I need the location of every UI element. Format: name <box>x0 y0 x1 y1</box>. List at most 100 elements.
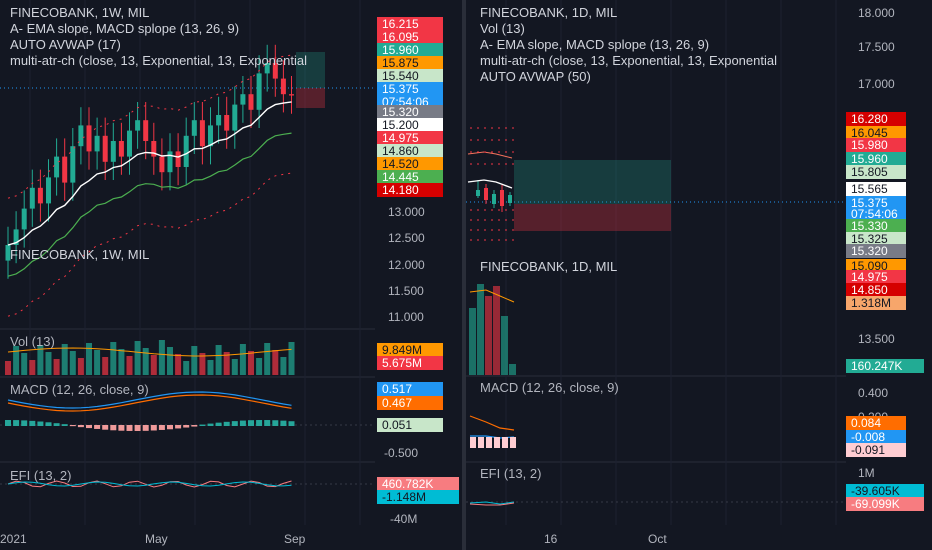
daily-price-tag[interactable]: 14.975 <box>846 270 906 284</box>
weekly-macd-price-tag[interactable]: 0.467 <box>377 396 443 410</box>
daily-price-tag[interactable]: 15.980 <box>846 138 906 152</box>
daily-price-tag[interactable]: 14.850 <box>846 283 906 297</box>
legend-avwap[interactable]: AUTO AVWAP (17) <box>10 37 121 52</box>
weekly-price-tag[interactable]: 15.960 <box>377 43 443 57</box>
macd-axis-label: 0.400 <box>858 386 889 400</box>
candle-body <box>143 120 149 141</box>
daily-price-tag[interactable]: 15.090 <box>846 259 906 273</box>
volume-ma-line <box>469 289 515 303</box>
macd-label[interactable]: MACD (12, 26, close, 9) <box>480 380 619 395</box>
daily-macd-price-tag[interactable]: -0.008 <box>846 430 906 444</box>
daily-efi-price-tag[interactable]: -69.099K <box>846 497 924 511</box>
candle-body <box>127 130 132 157</box>
daily-volume-price-tag[interactable]: 160.247K <box>846 359 924 373</box>
legend-atr-channel[interactable]: multi-atr-ch (close, 13, Exponential, 13… <box>480 53 777 68</box>
daily-legend: FINECOBANK, 1D, MIL Vol (13) A- EMA slop… <box>480 5 777 85</box>
daily-price-tag[interactable]: 15.960 <box>846 152 906 166</box>
daily-price-tag[interactable]: 15.320 <box>846 244 906 258</box>
volume-bar <box>477 284 484 375</box>
atr-upper-band <box>7 54 292 199</box>
price-axis-label: 17.500 <box>858 40 895 54</box>
legend-atr-channel[interactable]: multi-atr-ch (close, 13, Exponential, 13… <box>10 53 307 68</box>
efi-label[interactable]: EFI (13, 2) <box>480 466 542 481</box>
time-axis-label: May <box>145 532 168 546</box>
weekly-price-tag[interactable]: 15.540 <box>377 69 443 83</box>
atr-upper-line <box>467 151 513 159</box>
candle-body <box>248 94 254 110</box>
macd-histogram-bar <box>102 425 109 430</box>
daily-price-tag[interactable]: 16.280 <box>846 112 906 126</box>
efi-smoothed-line <box>7 481 292 487</box>
daily-price-tag[interactable]: 16.045 <box>846 126 906 140</box>
legend-volume[interactable]: Vol (13) <box>480 21 525 36</box>
efi-axis-label: 1M <box>858 466 875 480</box>
daily-macd-price-tag[interactable]: 0.084 <box>846 416 906 430</box>
efi-label[interactable]: EFI (13, 2) <box>10 468 72 483</box>
volume-bar <box>118 349 125 375</box>
weekly-chart-pane[interactable]: FINECOBANK, 1W, MIL A- EMA slope, MACD s… <box>0 0 462 550</box>
volume-bar <box>167 347 173 375</box>
volume-bar <box>37 345 44 375</box>
macd-histogram-bar <box>21 420 28 426</box>
daily-price-tag[interactable]: 15.375 <box>846 196 906 210</box>
daily-efi-price-tag[interactable]: -39.605K <box>846 484 924 498</box>
candle-body <box>191 120 197 136</box>
weekly-volume-price-tag[interactable]: 9.849M <box>377 343 443 357</box>
daily-price-tag[interactable]: 15.805 <box>846 165 906 179</box>
candle-body <box>500 190 504 206</box>
weekly-price-tag[interactable]: 14.180 <box>377 183 443 197</box>
weekly-price-tag[interactable]: 15.320 <box>377 105 443 119</box>
macd-label[interactable]: MACD (12, 26, close, 9) <box>10 382 149 397</box>
macd-histogram-bar <box>256 420 263 426</box>
legend-symbol-repeat[interactable]: FINECOBANK, 1W, MIL <box>10 247 150 262</box>
weekly-price-tag[interactable]: 16.215 <box>377 17 443 31</box>
weekly-price-tag[interactable]: 14.860 <box>377 144 443 158</box>
weekly-price-tag[interactable]: 15.200 <box>377 118 443 132</box>
legend-symbol[interactable]: FINECOBANK, 1W, MIL <box>10 5 150 20</box>
weekly-price-tag[interactable]: 14.445 <box>377 170 443 184</box>
macd-histogram-bar <box>37 421 44 426</box>
weekly-chart-canvas[interactable] <box>0 0 462 550</box>
daily-price-tag[interactable]: 15.325 <box>846 232 906 246</box>
macd-histogram-bar <box>502 437 508 448</box>
weekly-efi-price-tag[interactable]: -1.148M <box>377 490 459 504</box>
volume-bar <box>191 346 198 375</box>
macd-histogram-bar <box>126 425 133 431</box>
legend-symbol[interactable]: FINECOBANK, 1D, MIL <box>480 5 618 20</box>
legend-ema-slope[interactable]: A- EMA slope, MACD splope (13, 26, 9) <box>10 21 240 36</box>
candle-body <box>159 156 165 173</box>
weekly-macd-price-tag[interactable]: 0.517 <box>377 382 443 396</box>
volume-bar <box>485 296 492 375</box>
price-axis-label: 12.000 <box>388 258 425 272</box>
volume-bar <box>231 359 238 375</box>
weekly-efi-price-tag[interactable]: 460.782K <box>377 477 459 491</box>
macd-histogram-bar <box>264 420 271 426</box>
daily-macd-price-tag[interactable]: -0.091 <box>846 443 906 457</box>
daily-chart-canvas[interactable] <box>466 0 932 550</box>
weekly-macd-price-tag[interactable]: 0.051 <box>377 418 443 432</box>
legend-ema-slope[interactable]: A- EMA slope, MACD splope (13, 26, 9) <box>480 37 710 52</box>
weekly-price-tag[interactable]: 14.975 <box>377 131 443 145</box>
daily-chart-pane[interactable]: FINECOBANK, 1D, MIL Vol (13) A- EMA slop… <box>466 0 932 550</box>
daily-price-tag[interactable]: 15.565 <box>846 182 906 196</box>
weekly-price-tag[interactable]: 14.520 <box>377 157 443 171</box>
macd-histogram-bar <box>191 425 198 427</box>
weekly-price-tag[interactable]: 16.095 <box>377 30 443 44</box>
daily-price-tag[interactable]: 07:54:06 <box>846 207 906 221</box>
legend-avwap[interactable]: AUTO AVWAP (50) <box>480 69 591 84</box>
time-axis-label: Oct <box>648 532 667 546</box>
pane-divider[interactable] <box>462 0 466 550</box>
daily-price-tag[interactable]: 15.330 <box>846 219 906 233</box>
candle-body <box>110 141 116 162</box>
weekly-price-tag[interactable]: 15.875 <box>377 56 443 70</box>
volume-bar <box>239 344 246 375</box>
legend-symbol-repeat[interactable]: FINECOBANK, 1D, MIL <box>480 259 618 274</box>
weekly-price-tag[interactable]: 15.375 <box>377 82 443 96</box>
macd-histogram-bar <box>207 423 214 426</box>
macd-histogram-bar <box>288 421 295 426</box>
candle-body <box>37 187 43 204</box>
volume-label[interactable]: Vol (13) <box>10 334 55 349</box>
daily-price-tag[interactable]: 1.318M <box>846 296 906 310</box>
weekly-volume-price-tag[interactable]: 5.675M <box>377 356 443 370</box>
volume-bar <box>126 356 133 375</box>
